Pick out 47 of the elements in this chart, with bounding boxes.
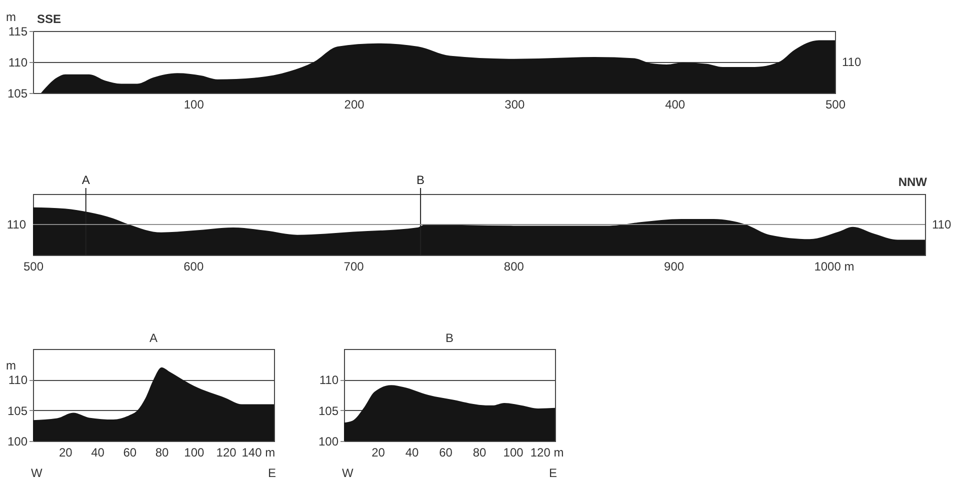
x-tick-label: 40 bbox=[405, 446, 420, 460]
x-tick-label: 80 bbox=[472, 446, 487, 460]
x-tick-label: 20 bbox=[372, 446, 386, 460]
text: W bbox=[342, 466, 354, 480]
x-tick-label: 900 bbox=[664, 260, 684, 274]
text: NNW bbox=[898, 175, 928, 189]
ref-line-label: A bbox=[82, 173, 90, 187]
x-tick-label: 300 bbox=[504, 98, 526, 112]
y-axis-title: m bbox=[6, 358, 16, 373]
text: SSE bbox=[37, 12, 62, 26]
y-tick-label: 110 bbox=[8, 373, 28, 388]
x-tick-label: 400 bbox=[665, 98, 686, 112]
x-tick-label: 60 bbox=[123, 446, 137, 460]
x-tick-label: 500 bbox=[825, 98, 846, 112]
x-tick-label: 700 bbox=[344, 260, 364, 274]
y-tick-label: 100 bbox=[7, 434, 28, 448]
y-tick-label: 100 bbox=[318, 434, 339, 448]
x-tick-label: 100 bbox=[503, 446, 524, 460]
x-tick-label: 500 bbox=[23, 260, 44, 274]
x-tick-label: 140 m bbox=[242, 446, 276, 460]
x-tick-label: 20 bbox=[58, 446, 73, 460]
y-tick-label: 105 bbox=[318, 404, 339, 418]
text: W bbox=[31, 466, 43, 480]
text: 110 bbox=[842, 55, 862, 69]
x-tick-label: 800 bbox=[504, 260, 524, 274]
x-tick-label: 1000 m bbox=[814, 260, 854, 274]
x-tick-label: 120 bbox=[216, 446, 237, 460]
x-tick-label: 200 bbox=[344, 98, 365, 112]
text: E bbox=[268, 466, 276, 480]
x-tick-label: 600 bbox=[184, 260, 204, 274]
y-tick-label: 110 bbox=[319, 373, 339, 388]
y-tick-label: 105 bbox=[7, 404, 28, 418]
y-tick-label: 110 bbox=[8, 56, 28, 70]
y-tick-label: 115 bbox=[8, 24, 28, 38]
ref-line-label: B bbox=[416, 173, 425, 187]
x-tick-label: 80 bbox=[155, 446, 170, 460]
x-tick-label: 40 bbox=[91, 446, 105, 460]
x-tick-label: 120 m bbox=[530, 446, 564, 460]
text: 110 bbox=[932, 217, 952, 232]
y-axis-title: m bbox=[6, 10, 16, 24]
x-tick-label: 60 bbox=[439, 446, 453, 460]
x-tick-label: 100 bbox=[184, 98, 204, 112]
text: E bbox=[548, 466, 557, 480]
chart-title: A bbox=[149, 331, 158, 345]
y-tick-label: 105 bbox=[7, 86, 28, 100]
x-tick-label: 100 bbox=[184, 446, 204, 460]
chart-title: B bbox=[445, 331, 454, 345]
